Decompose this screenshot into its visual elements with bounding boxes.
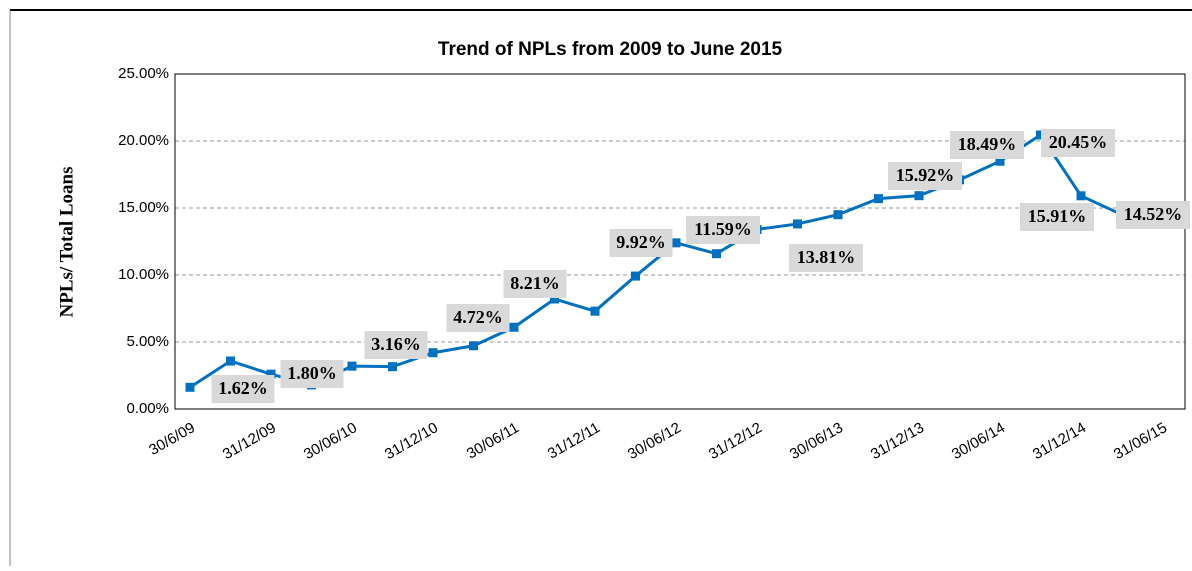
y-tick-label: 0.00% xyxy=(126,400,169,417)
x-tick-label: 30/06/13 xyxy=(787,419,846,463)
x-tick-label: 31/12/12 xyxy=(706,419,765,463)
data-label-box xyxy=(211,375,275,403)
line xyxy=(189,132,1123,389)
marker xyxy=(712,249,721,259)
marker xyxy=(347,361,357,371)
marker xyxy=(1076,191,1086,201)
y-tick-label: 10.00% xyxy=(118,266,169,283)
marker xyxy=(671,238,681,248)
marker xyxy=(631,271,640,281)
data-label-box xyxy=(1116,201,1190,229)
x-tick-label: 30/06/14 xyxy=(949,419,1008,463)
data-label: 9.92% xyxy=(616,232,666,252)
marker xyxy=(1036,130,1045,140)
marker xyxy=(590,306,600,316)
data-label-box xyxy=(503,270,567,298)
marker xyxy=(428,348,438,358)
data-label-box xyxy=(1020,203,1094,231)
x-tick-label: 30/06/12 xyxy=(625,419,684,463)
data-label-box xyxy=(686,216,760,244)
data-label: 3.16% xyxy=(371,334,421,354)
data-label-box xyxy=(609,229,673,257)
marker xyxy=(226,356,235,366)
marker xyxy=(833,210,843,220)
marker xyxy=(469,341,478,351)
data-label-box xyxy=(1041,129,1115,157)
marker xyxy=(550,294,559,304)
data-label-box xyxy=(888,162,962,190)
data-label-box xyxy=(789,244,863,272)
data-label: 15.92% xyxy=(896,165,955,185)
x-tick-label: 30/6/09 xyxy=(146,419,198,459)
x-tick-label: 31/12/10 xyxy=(382,419,441,463)
data-label: 8.21% xyxy=(510,273,560,293)
data-label-box xyxy=(364,331,428,359)
data-label: 13.81% xyxy=(797,247,856,267)
marker xyxy=(995,156,1005,166)
data-label-box xyxy=(446,304,510,332)
y-tick-label: 15.00% xyxy=(118,199,169,216)
x-tick-label: 30/06/11 xyxy=(464,419,522,462)
y-tick-label: 25.00% xyxy=(118,65,169,82)
data-label: 4.72% xyxy=(453,307,503,327)
data-label-box xyxy=(280,360,344,388)
plot-area xyxy=(174,73,1186,410)
x-tick-label: 31/12/13 xyxy=(868,419,927,463)
marker xyxy=(388,362,397,372)
chart-title: Trend of NPLs from 2009 to June 2015 xyxy=(438,39,783,60)
data-label-box xyxy=(950,131,1024,159)
y-tick-label: 20.00% xyxy=(118,132,169,149)
data-label: 15.91% xyxy=(1028,206,1087,226)
y-tick-label: 5.00% xyxy=(126,333,169,350)
x-tick-label: 31/06/15 xyxy=(1111,419,1170,463)
marker xyxy=(509,322,519,332)
x-tick-label: 31/12/09 xyxy=(220,419,279,463)
x-tick-label: 30/06/10 xyxy=(301,419,360,463)
x-tick-label: 31/12/11 xyxy=(545,419,603,462)
marker xyxy=(266,369,276,379)
marker xyxy=(874,194,883,204)
data-label: 18.49% xyxy=(958,134,1017,154)
marker xyxy=(914,191,924,201)
x-tick-label: 31/12/14 xyxy=(1030,419,1089,463)
data-label: 11.59% xyxy=(694,219,752,239)
marker xyxy=(793,219,802,229)
data-label: 20.45% xyxy=(1049,132,1108,152)
data-label: 1.62% xyxy=(218,378,268,398)
marker xyxy=(185,382,195,392)
data-label: 14.52% xyxy=(1124,204,1183,224)
data-label: 1.80% xyxy=(287,363,337,383)
y-axis-title: NPLs/ Total Loans xyxy=(56,167,77,318)
